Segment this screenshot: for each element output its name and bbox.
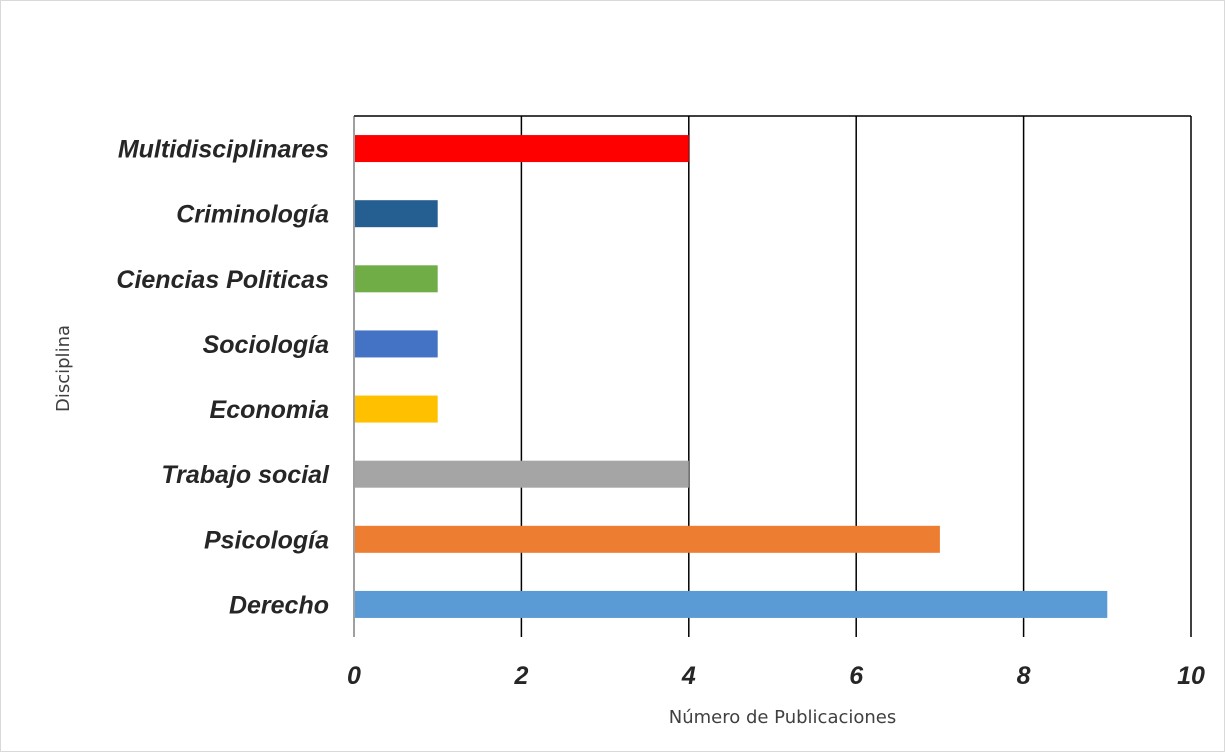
- category-label: Trabajo social: [161, 461, 330, 489]
- x-tick-labels: 0 2 4 6 8 10: [347, 662, 1205, 690]
- x-tick-label: 4: [681, 662, 696, 690]
- bar-sociología: [355, 330, 438, 358]
- category-label: Sociología: [203, 331, 330, 359]
- category-label: Economia: [210, 396, 330, 424]
- x-tick-label: 0: [347, 662, 361, 690]
- x-tick-label: 10: [1177, 662, 1205, 690]
- x-tick-label: 8: [1017, 662, 1031, 690]
- bar-derecho: [355, 590, 1108, 618]
- bar-ciencias-politicas: [355, 265, 438, 293]
- category-labels: Derecho Psicología Trabajo social Economia S…: [116, 136, 330, 620]
- bar-trabajo-social: [355, 460, 689, 488]
- x-tick-label: 6: [849, 662, 864, 690]
- category-label: Criminología: [176, 201, 329, 229]
- bars: [355, 135, 1108, 618]
- category-label: Psicología: [204, 526, 329, 554]
- bar-psicología: [355, 525, 940, 553]
- x-axis-title: Número de Publicaciones: [669, 707, 897, 728]
- bar-criminología: [355, 200, 438, 228]
- category-label: Multidisciplinares: [118, 136, 329, 164]
- category-label: Ciencias Politicas: [116, 266, 329, 294]
- category-label: Derecho: [229, 591, 329, 619]
- x-tick-label: 2: [513, 662, 528, 690]
- gridlines: [354, 115, 1192, 637]
- bar-economia: [355, 395, 438, 423]
- y-axis-title: Disciplina: [53, 325, 74, 412]
- bar-multidisciplinares: [355, 135, 689, 163]
